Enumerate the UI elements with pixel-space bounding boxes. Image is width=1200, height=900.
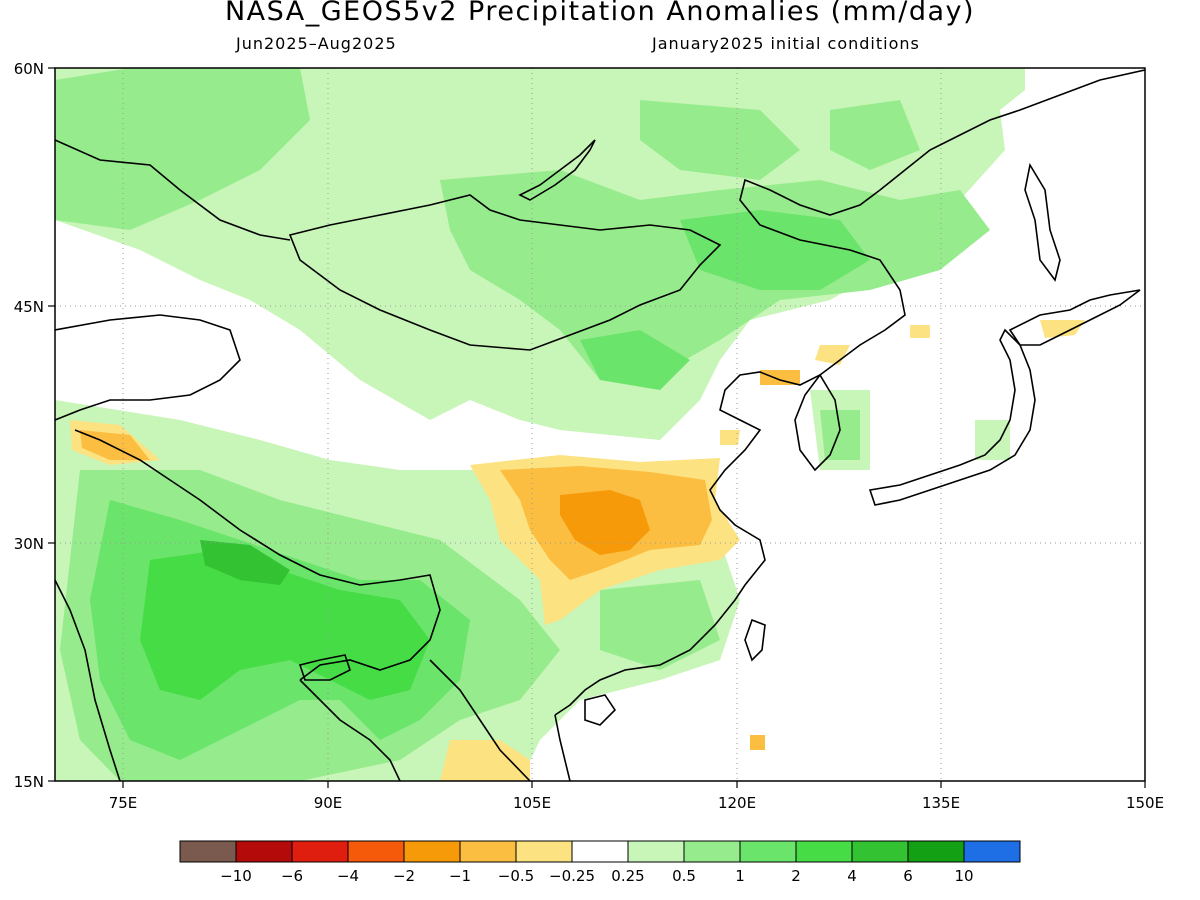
colorbar-swatch (403, 840, 461, 863)
colorbar-label: 10 (954, 867, 973, 885)
colorbar-label: 0.5 (672, 867, 696, 885)
wet-extreme-areas (200, 540, 290, 585)
dry-strong-areas (560, 490, 650, 555)
japan-hokkaido (1008, 289, 1141, 346)
colorbar: −10 −6 −4 −2 −1 −0.5 −0.25 0.25 0.5 1 2 4 6 10 (179, 840, 1021, 885)
latitude-labels: 60N 45N 30N 15N (14, 60, 44, 791)
india-coast (55, 579, 401, 781)
forecast-period: Jun2025–Aug2025 (236, 34, 397, 53)
indochina-coast (429, 659, 571, 781)
colorbar-label: −2 (393, 867, 415, 885)
colorbar-label: −10 (220, 867, 252, 885)
colorbar-label: 0.25 (611, 867, 644, 885)
taiwan (744, 618, 766, 662)
china-mongolia-border (288, 194, 722, 351)
japan-honshu (868, 328, 1036, 506)
colorbar-swatch (683, 840, 741, 863)
anomaly-shading (55, 68, 1085, 781)
colorbar-label: 4 (847, 867, 857, 885)
lat-tick-label: 45N (14, 298, 44, 316)
lake-baikal (518, 139, 596, 201)
longitude-labels: 75E 90E 105E 120E 135E 150E (109, 794, 1164, 812)
map-title: NASA_GEOS5v2 Precipitation Anomalies (mm… (224, 0, 976, 27)
lon-tick-label: 135E (922, 794, 960, 812)
lon-tick-label: 120E (718, 794, 756, 812)
plot-frame (54, 67, 1146, 782)
colorbar-label: 1 (735, 867, 745, 885)
himalaya-border (74, 429, 441, 681)
lon-tick-label: 150E (1126, 794, 1164, 812)
colorbar-swatch (515, 840, 573, 863)
korea-coast (794, 373, 841, 472)
colorbar-swatch (459, 840, 517, 863)
colorbar-swatch (795, 840, 853, 863)
colorbar-swatch (179, 840, 237, 863)
colorbar-swatch (851, 840, 909, 863)
colorbar-swatch (907, 840, 965, 863)
colorbar-label: −6 (281, 867, 303, 885)
colorbar-swatch (235, 840, 293, 863)
colorbar-label: −1 (449, 867, 471, 885)
colorbar-swatch (963, 840, 1021, 863)
colorbar-label: −0.25 (549, 867, 595, 885)
hainan (584, 694, 617, 726)
lon-tick-label: 90E (314, 794, 343, 812)
colorbar-swatch (347, 840, 405, 863)
coastline-east-asia (554, 69, 1145, 716)
tick-marks (48, 67, 1146, 788)
colorbar-label: 6 (903, 867, 913, 885)
bangladesh-coast (298, 654, 351, 681)
colorbar-label: −0.5 (498, 867, 534, 885)
colorbar-swatch (627, 840, 685, 863)
lat-tick-label: 15N (14, 773, 44, 791)
colorbar-label: −4 (337, 867, 359, 885)
lon-tick-label: 75E (109, 794, 138, 812)
sakhalin (1024, 162, 1061, 282)
graticule (55, 68, 1145, 781)
lat-tick-label: 30N (14, 535, 44, 553)
lat-tick-label: 60N (14, 60, 44, 78)
russia-border (55, 139, 291, 241)
colorbar-label: 2 (791, 867, 801, 885)
lon-tick-label: 105E (513, 794, 551, 812)
colorbar-swatch (739, 840, 797, 863)
colorbar-swatch (291, 840, 349, 863)
initial-conditions-label: January2025 initial conditions (652, 34, 920, 53)
colorbar-swatch (571, 840, 629, 863)
kazakh-border (55, 314, 241, 421)
coastlines-and-borders (55, 69, 1145, 781)
